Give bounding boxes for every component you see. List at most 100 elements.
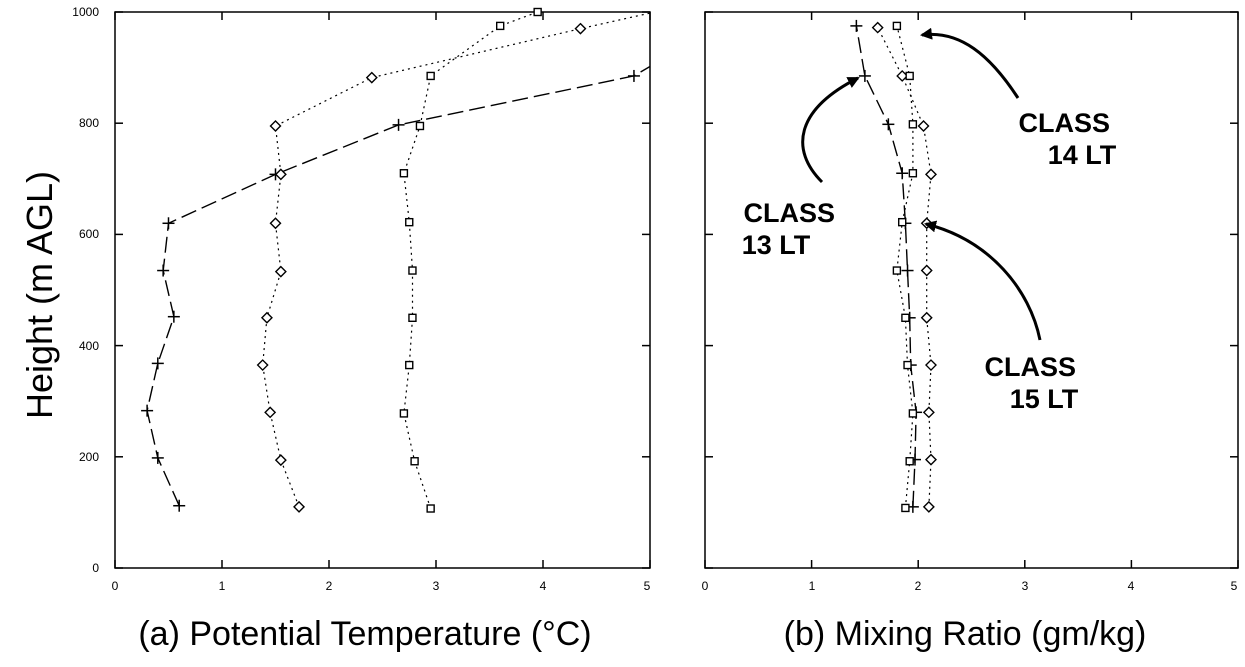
- data-point-plus: [167, 310, 180, 323]
- data-point-diamond: [274, 454, 287, 467]
- data-point-square: [901, 503, 910, 513]
- data-point-plus: [858, 69, 871, 82]
- data-point-diamond: [365, 71, 378, 84]
- data-point-plus: [151, 357, 164, 370]
- data-point-square: [426, 504, 435, 513]
- data-point-diamond: [920, 311, 933, 324]
- plot-frame: [114, 11, 651, 569]
- panel-potential-temperature: 0 200 400 600 800 1000 0 1 2 3 4 5 (a) P…: [72, 5, 651, 653]
- annotation-class-15: CLASS 15 LT: [984, 352, 1083, 414]
- data-point-diamond: [293, 500, 306, 513]
- data-point-diamond: [274, 265, 287, 278]
- data-point-square: [408, 266, 417, 275]
- data-point-square: [892, 21, 902, 31]
- data-point-plus: [850, 19, 863, 32]
- data-point-plus: [882, 118, 895, 131]
- data-point-diamond: [920, 264, 933, 277]
- x-tick-label: 0: [112, 579, 119, 593]
- x-tick-label: 3: [433, 579, 440, 593]
- series-line-square: [403, 11, 538, 509]
- annotation-line: 13 LT: [742, 230, 811, 260]
- series-group: [141, 7, 651, 513]
- annotation-class-13: CLASS 13 LT: [742, 198, 843, 260]
- series-line-plus: [855, 25, 917, 507]
- data-point-square: [908, 169, 918, 178]
- data-point-square: [898, 217, 907, 227]
- data-point-square: [415, 121, 425, 131]
- data-point-square: [908, 120, 918, 129]
- x-tick-label: 3: [1022, 579, 1029, 593]
- annotation-arrow: [920, 27, 1020, 99]
- x-tick-label: 1: [219, 579, 226, 593]
- data-point-plus: [901, 264, 914, 277]
- tick-marks: [114, 11, 651, 569]
- y-tick-label: 200: [79, 450, 99, 464]
- series-line-plus: [146, 65, 651, 506]
- data-point-square: [399, 169, 409, 178]
- data-point-diamond: [260, 311, 273, 324]
- x-tick-label: 1: [809, 579, 816, 593]
- x-tick-label: 5: [1231, 579, 1238, 593]
- data-point-plus: [392, 118, 405, 131]
- data-point-plus: [173, 499, 186, 512]
- annotation-line: CLASS: [743, 198, 835, 228]
- data-point-square: [496, 21, 505, 31]
- data-point-square: [426, 71, 435, 81]
- data-point-diamond: [274, 168, 287, 181]
- y-tick-label: 1000: [72, 5, 99, 19]
- data-point-plus: [151, 451, 164, 464]
- data-point-diamond: [871, 21, 884, 34]
- series-line-diamond: [877, 27, 932, 507]
- data-point-diamond: [922, 500, 935, 513]
- x-tick-label: 5: [644, 579, 651, 593]
- data-point-diamond: [925, 168, 937, 181]
- annotation-class-14: CLASS 14 LT: [1018, 108, 1117, 170]
- data-point-plus: [627, 69, 640, 82]
- data-point-square: [408, 313, 417, 322]
- data-point-diamond: [574, 22, 587, 35]
- data-point-plus: [141, 404, 154, 417]
- y-tick-label: 400: [79, 339, 99, 353]
- data-point-plus: [157, 264, 170, 277]
- y-tick-label: 600: [79, 227, 99, 241]
- annotation-arrow: [801, 76, 860, 184]
- x-axis-title: (b) Mixing Ratio (gm/kg): [784, 615, 1147, 653]
- data-point-diamond: [269, 119, 282, 132]
- data-point-square: [892, 266, 902, 275]
- annotation-line: 14 LT: [1048, 140, 1117, 170]
- data-point-square: [903, 360, 912, 370]
- data-point-square: [405, 360, 414, 370]
- series-line-diamond: [262, 12, 651, 508]
- y-tick-label: 800: [79, 116, 99, 130]
- series-group: [850, 19, 937, 513]
- x-tick-label: 2: [326, 579, 333, 593]
- x-tick-label: 4: [540, 579, 547, 593]
- data-point-square: [405, 217, 414, 227]
- data-point-diamond: [925, 359, 937, 372]
- y-tick-label: 0: [92, 561, 99, 575]
- x-tick-labels: 0 1 2 3 4 5: [112, 579, 651, 593]
- y-axis-title: Height (m AGL): [19, 171, 60, 419]
- x-tick-label: 2: [915, 579, 922, 593]
- plot-frame: [704, 11, 1239, 569]
- annotation-line: CLASS: [1018, 108, 1110, 138]
- data-point-square: [908, 409, 918, 418]
- data-point-square: [905, 457, 914, 466]
- data-point-diamond: [269, 217, 282, 230]
- annotation-arrow: [924, 220, 1042, 341]
- data-point-diamond: [917, 119, 930, 132]
- data-point-square: [410, 457, 419, 466]
- annotation-line: 15 LT: [1010, 384, 1079, 414]
- data-point-plus: [896, 167, 909, 180]
- series-line-square: [896, 25, 914, 509]
- tick-marks: [704, 11, 1239, 569]
- x-axis-title: (a) Potential Temperature (°C): [138, 615, 591, 653]
- x-tick-labels: 0 1 2 3 4 5: [702, 579, 1238, 593]
- annotations: CLASS 13 LT CLASS 14 LT CLASS 15 LT: [742, 27, 1117, 414]
- data-point-diamond: [264, 406, 277, 419]
- data-point-square: [905, 71, 914, 81]
- data-point-square: [533, 7, 542, 17]
- x-tick-label: 0: [702, 579, 709, 593]
- x-tick-label: 4: [1128, 579, 1135, 593]
